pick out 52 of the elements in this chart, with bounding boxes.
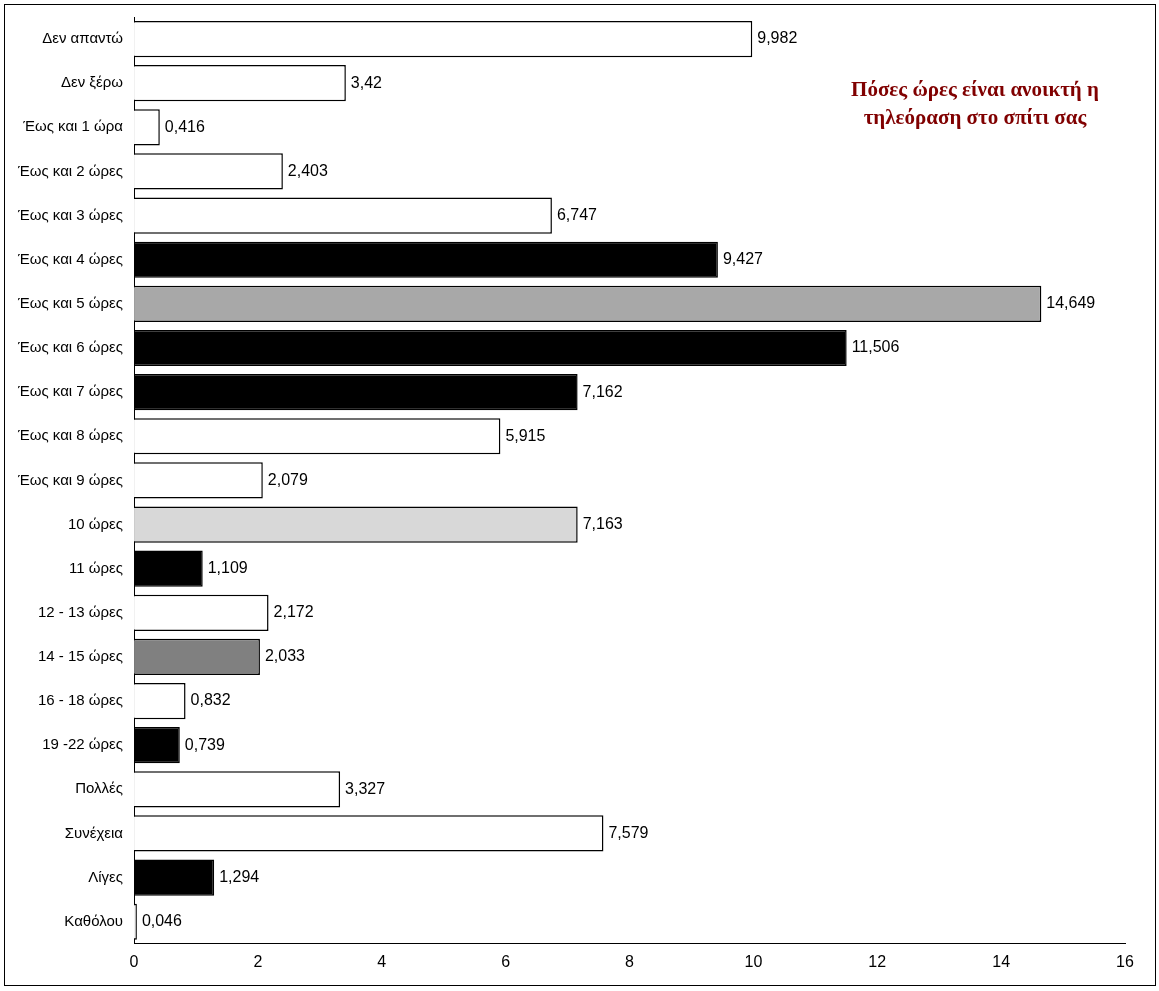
data-label: 2,079 — [267, 470, 308, 488]
y-tick-label: Δεν ξέρω — [61, 73, 124, 91]
x-tick-label: 4 — [377, 952, 387, 970]
data-label: 6,747 — [556, 206, 598, 224]
y-tick-label: 10 ώρες — [68, 514, 124, 532]
data-label: 14,649 — [1046, 294, 1096, 312]
y-tick-label: Συνέχεια — [64, 823, 124, 841]
y-tick-label: Έως και 4 ώρες — [17, 249, 124, 267]
y-tick-label: Έως και 8 ώρες — [17, 426, 124, 444]
y-tick-label: Έως και 3 ώρες — [17, 205, 124, 223]
y-tick-label: 11 ώρες — [69, 558, 124, 576]
data-label: 9,982 — [757, 29, 798, 47]
x-tick-label: 0 — [129, 952, 139, 970]
y-tick-label: Έως και 1 ώρα — [22, 117, 124, 135]
x-tick-label: 6 — [501, 952, 511, 970]
y-tick-label: Πολλές — [75, 779, 124, 797]
y-tick-label: 12 - 13 ώρες — [38, 602, 124, 620]
y-tick-label: Έως και 6 ώρες — [17, 338, 124, 356]
data-label: 3,327 — [345, 779, 386, 797]
data-label: 0,046 — [141, 912, 183, 930]
data-label: 7,163 — [582, 514, 623, 532]
data-label: 3,42 — [350, 73, 383, 91]
y-tick-label: 19 -22 ώρες — [42, 735, 124, 753]
data-label: 1,294 — [219, 868, 260, 886]
y-tick-label: Έως και 9 ώρες — [17, 470, 124, 488]
data-label: 1,109 — [207, 559, 248, 577]
text: Πόσες ώρες είναι ανοικτή η τηλεόραση στο σπίτι σας — [851, 76, 1100, 129]
data-label: 7,579 — [608, 823, 649, 841]
x-tick-label: 14 — [992, 952, 1011, 970]
x-tick-label: 8 — [625, 952, 635, 970]
data-label: 0,739 — [184, 735, 225, 753]
y-tick-label: Δεν απαντώ — [42, 29, 124, 47]
data-label: 2,033 — [264, 647, 306, 665]
x-tick-label: 10 — [744, 952, 763, 970]
data-label: 9,427 — [722, 250, 764, 268]
data-label: 11,506 — [851, 338, 900, 356]
y-tick-label: Έως και 5 ώρες — [17, 294, 124, 312]
x-tick-label: 16 — [1116, 952, 1134, 970]
x-tick-label: 2 — [253, 952, 263, 970]
y-tick-label: Έως και 7 ώρες — [17, 382, 124, 400]
y-tick-label: Λίγες — [88, 867, 124, 885]
data-label: 5,915 — [505, 426, 546, 444]
y-tick-label: Έως και 2 ώρες — [17, 161, 124, 179]
data-label: 2,172 — [273, 603, 314, 621]
data-label: 0,416 — [164, 117, 205, 135]
y-tick-label: Καθόλου — [64, 911, 124, 929]
data-label: 2,403 — [287, 161, 328, 179]
y-tick-label: 14 - 15 ώρες — [38, 647, 124, 665]
data-label: 7,162 — [582, 382, 623, 400]
data-label: 0,832 — [190, 691, 231, 709]
x-tick-label: 12 — [868, 952, 887, 970]
y-tick-label: 16 - 18 ώρες — [38, 691, 124, 709]
